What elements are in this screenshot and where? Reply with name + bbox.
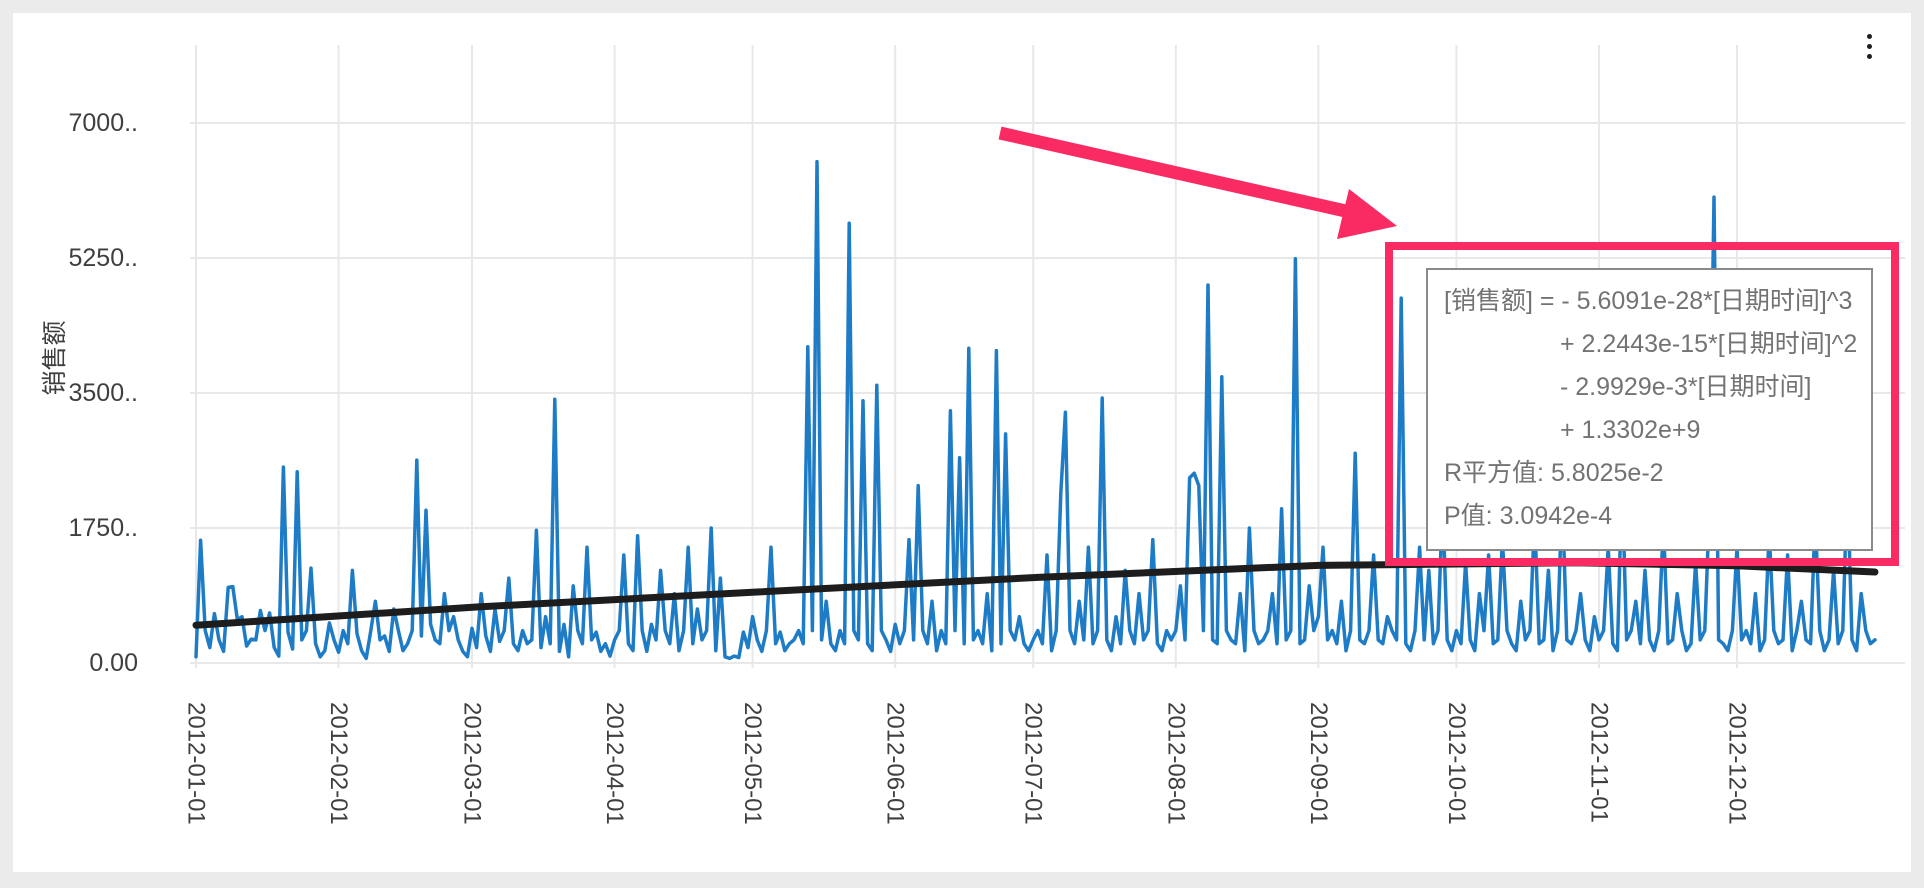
x-tick-label: 2012-02-01 — [325, 702, 352, 825]
sales-line-series — [194, 159, 1877, 661]
y-tick-label: 3500.. — [68, 379, 138, 407]
trend-formula-line-1: [销售额] = - 5.6091e-28*[日期时间]^3 — [1428, 280, 1871, 323]
trend-p-value: P值: 3.0942e-4 — [1444, 502, 1613, 530]
x-tick-label: 2012-08-01 — [1162, 702, 1189, 825]
trend-formula-term-cubic: - 5.6091e-28*[日期时间]^3 — [1561, 287, 1853, 315]
trend-formula-term-linear: - 2.9929e-3*[日期时间] — [1560, 373, 1812, 401]
x-tick-label: 2012-03-01 — [459, 702, 486, 825]
x-tick-label: 2012-06-01 — [882, 702, 909, 825]
trend-formula-lhs: [销售额] = — [1444, 287, 1562, 315]
x-tick-label: 2012-01-01 — [183, 702, 210, 825]
x-tick-label: 2012-05-01 — [739, 702, 766, 825]
y-tick-label: 1750.. — [68, 514, 138, 542]
kebab-menu-dot — [1866, 53, 1872, 59]
x-tick-label: 2012-10-01 — [1443, 702, 1470, 825]
trend-r-squared-value: R平方值: 5.8025e-2 — [1444, 459, 1664, 487]
x-tick-label: 2012-11-01 — [1586, 702, 1613, 823]
trend-model-tooltip: [销售额] = - 5.6091e-28*[日期时间]^3 + 2.2443e-… — [1426, 268, 1873, 551]
trend-formula-term-intercept: + 1.3302e+9 — [1560, 416, 1701, 444]
x-tick-label: 2012-12-01 — [1724, 702, 1751, 825]
x-tick-label: 2012-04-01 — [601, 702, 628, 825]
kebab-menu-icon[interactable] — [1854, 26, 1884, 66]
kebab-menu-dot — [1866, 33, 1872, 39]
trend-formula-term-quadratic: + 2.2443e-15*[日期时间]^2 — [1560, 330, 1858, 358]
y-tick-label: 5250.. — [68, 244, 138, 272]
x-tick-label: 2012-07-01 — [1020, 702, 1047, 825]
kebab-menu-dot — [1866, 43, 1872, 49]
y-axis-title: 销售额 — [41, 320, 69, 395]
y-tick-label: 7000.. — [68, 109, 138, 137]
y-tick-label: 0.00 — [89, 649, 138, 677]
x-tick-label: 2012-09-01 — [1305, 702, 1332, 825]
